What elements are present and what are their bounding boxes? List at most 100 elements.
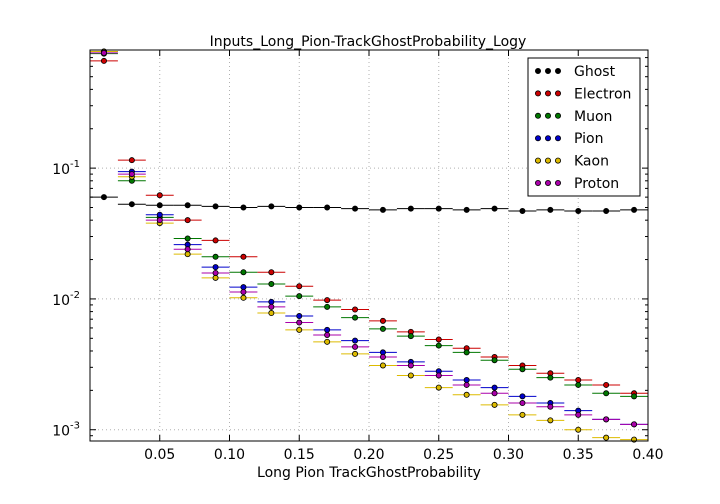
legend: Ghost Electron Muon Pion Kaon Proton [527,57,641,197]
data-point [491,384,498,391]
legend-marker [555,157,562,164]
data-point [324,204,331,211]
data-point [435,372,442,379]
legend-label-muon: Muon [574,109,612,125]
data-point [156,211,163,218]
y-tick-label: 10-2 [52,290,80,309]
data-point [268,203,275,210]
legend-marker [535,135,542,142]
data-point [575,411,582,418]
data-point [184,251,191,258]
data-point [212,264,219,271]
x-tick-label: 0.15 [284,447,315,463]
chart-title: Inputs_Long_Pion-TrackGhostProbability_L… [210,34,527,50]
legend-marker [555,179,562,186]
x-tick-label: 0.10 [214,447,245,463]
series-ghost [90,194,648,215]
x-tick-label: 0.25 [423,447,454,463]
data-point [435,384,442,391]
data-point [407,333,414,340]
data-point [352,350,359,357]
data-point [463,206,470,213]
data-point [407,205,414,212]
data-point [212,237,219,244]
x-tick-label: 0.20 [353,447,384,463]
data-point [575,208,582,215]
data-point [463,391,470,398]
legend-label-proton: Proton [574,176,619,192]
legend-marker [545,112,552,119]
data-point [268,269,275,276]
data-point [519,411,526,418]
data-point [240,269,247,276]
legend-marker [535,157,542,164]
data-point [352,205,359,212]
data-point [379,206,386,213]
y-tick-label-exponent: -2 [70,290,80,301]
legend-label-pion: Pion [574,131,603,147]
data-point [547,206,554,213]
data-point [631,206,638,213]
data-point [212,203,219,210]
y-tick-label-base: 10 [52,293,70,309]
data-point [603,416,610,423]
data-point [519,208,526,215]
data-point [491,390,498,397]
data-point [603,381,610,388]
legend-marker [555,135,562,142]
x-tick-label: 0.40 [632,447,663,463]
data-point [324,297,331,304]
data-point [603,390,610,397]
data-point [379,362,386,369]
data-point [268,303,275,310]
data-point [128,171,135,178]
data-point [519,400,526,407]
data-point [603,208,610,215]
data-point [128,201,135,208]
data-point [435,336,442,343]
data-point [296,283,303,290]
data-point [491,357,498,364]
legend-marker [545,90,552,97]
data-point [603,434,610,441]
data-point [240,253,247,260]
data-point [407,362,414,369]
data-point [435,342,442,349]
data-point [240,204,247,211]
data-point [296,319,303,326]
data-point [463,349,470,356]
series-muon [90,50,648,400]
data-point [100,194,107,201]
legend-marker [545,157,552,164]
legend-label-electron: Electron [574,86,631,102]
data-point [435,205,442,212]
data-point [324,338,331,345]
data-point [240,288,247,295]
data-point [575,376,582,383]
data-point [324,326,331,333]
data-point [212,253,219,260]
legend-marker [535,112,542,119]
data-point [156,217,163,224]
legend-label-ghost: Ghost [574,64,616,80]
data-point [184,235,191,242]
data-series [90,48,648,443]
data-point [491,205,498,212]
series-proton [90,49,648,428]
legend-marker [545,68,552,75]
data-point [547,417,554,424]
legend-marker [555,90,562,97]
x-tick-label: 0.30 [493,447,524,463]
data-point [240,294,247,301]
x-tick-label: 0.05 [144,447,175,463]
data-point [268,310,275,317]
data-point [379,317,386,324]
data-point [324,303,331,310]
series-kaon [90,48,648,443]
data-point [212,274,219,281]
data-point [184,202,191,209]
data-point [519,366,526,373]
data-point [575,426,582,433]
y-tick-label: 10-3 [52,421,80,440]
